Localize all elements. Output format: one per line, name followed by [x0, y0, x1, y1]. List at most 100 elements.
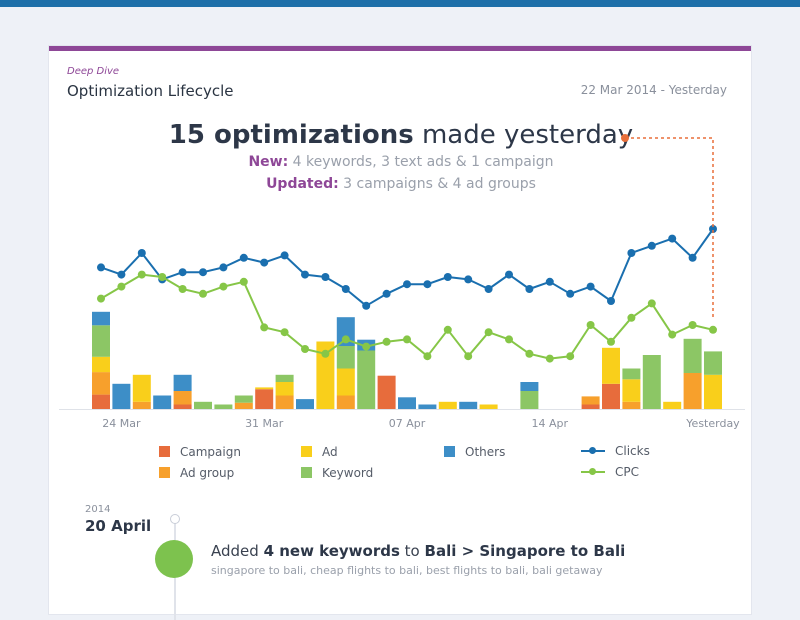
clicks-point [668, 234, 677, 243]
bar-ad-segment [438, 401, 457, 409]
x-tick-label: Yesterday [685, 417, 740, 430]
clicks-point [239, 253, 248, 262]
clicks-point [341, 285, 350, 293]
cpc-point [627, 313, 636, 322]
cpc-point [688, 321, 697, 329]
clicks-point [117, 270, 126, 279]
bar-others-segment [112, 383, 131, 409]
cpc-point [647, 299, 656, 308]
clicks-point [647, 241, 656, 250]
bar-ad-group-segment [622, 401, 641, 409]
clicks-point [137, 249, 146, 257]
cpc-point [484, 328, 493, 337]
clicks-point [688, 253, 697, 262]
event-keywords: singapore to bali, cheap flights to bali… [211, 564, 603, 577]
timeline-year: 2014 [85, 504, 111, 515]
legend-label-campaign: Campaign [180, 445, 241, 459]
cpc-point [505, 335, 513, 344]
legend-item-cpc[interactable]: CPC [581, 465, 639, 479]
bar-ad-group-segment [92, 372, 110, 395]
bar-ad-segment [336, 368, 355, 396]
clicks-point [484, 285, 493, 293]
clicks-point [423, 280, 432, 289]
bar-ad-group-segment [683, 373, 702, 409]
legend-label-clicks: Clicks [615, 444, 650, 458]
bar-ad-segment [479, 404, 498, 409]
timeline-start-dot-icon [170, 514, 180, 524]
summary-new: New: 4 keywords, 3 text ads & 1 campaign [49, 154, 753, 170]
bar-keyword-segment [234, 395, 253, 403]
bar-ad-segment [275, 382, 294, 396]
bar-ad-group-segment [173, 391, 192, 405]
card-title: Optimization Lifecycle [67, 82, 234, 100]
cpc-point [443, 325, 452, 334]
bar-ad-group-segment [336, 395, 355, 409]
bar-campaign-segment [377, 375, 396, 409]
summary-updated-label: Updated: [266, 176, 339, 192]
cpc-point [566, 352, 575, 361]
ad-swatch-icon [301, 446, 312, 457]
bar-keyword-segment [683, 338, 702, 373]
clicks-point [219, 263, 228, 272]
cpc-point [545, 354, 554, 363]
bar-ad-segment [602, 347, 620, 384]
legend-item-keyword[interactable]: Keyword [301, 466, 373, 480]
campaign-swatch-icon [159, 446, 170, 457]
legend-item-clicks[interactable]: Clicks [581, 444, 650, 458]
ad-group-swatch-icon [159, 467, 170, 478]
clicks-point [586, 282, 595, 291]
legend-item-ad-group[interactable]: Ad group [159, 466, 234, 480]
bar-ad-group-segment [234, 402, 253, 409]
legend-item-others[interactable]: Others [444, 445, 505, 459]
clicks-point [178, 268, 187, 277]
cpc-point [382, 337, 391, 346]
others-swatch-icon [444, 446, 455, 457]
legend-item-ad[interactable]: Ad [301, 445, 338, 459]
cpc-point [607, 337, 615, 346]
clicks-point [301, 270, 309, 279]
bar-keyword-segment [92, 325, 110, 357]
event-target-link[interactable]: Bali > Singapore to Bali [424, 542, 626, 560]
bar-keyword-segment [194, 401, 212, 409]
clicks-point [362, 301, 371, 310]
event-prefix: Added [211, 542, 264, 560]
optimization-chart: 24 Mar 31 Mar 07 Apr 14 Apr Yesterday [59, 134, 745, 430]
bar-ad-segment [663, 401, 682, 409]
bar-campaign-segment [92, 394, 110, 409]
summary-updated-text: 3 campaigns & 4 ad groups [338, 176, 536, 192]
bar-keyword-segment [336, 346, 355, 369]
clicks-point [97, 263, 105, 272]
legend-item-campaign[interactable]: Campaign [159, 445, 241, 459]
cpc-point [117, 282, 126, 291]
cpc-point [525, 349, 534, 358]
keyword-event-dot-icon[interactable] [155, 540, 193, 578]
clicks-point [505, 270, 513, 279]
x-tick-label: 24 Mar [102, 417, 141, 430]
date-range[interactable]: 22 Mar 2014 - Yesterday [580, 83, 727, 97]
eyebrow-label: Deep Dive [67, 66, 120, 77]
bar-ad-group-segment [132, 401, 151, 409]
cpc-point [280, 328, 289, 337]
cpc-point [219, 282, 228, 291]
clicks-point [443, 273, 452, 281]
legend-label-others: Others [465, 445, 506, 459]
cpc-point [423, 352, 432, 361]
bar-ad-segment [622, 379, 641, 402]
bar-ad-segment [255, 387, 274, 390]
bar-keyword-segment [520, 391, 539, 409]
cpc-point [321, 349, 330, 358]
cpc-point [709, 325, 717, 334]
summary-updated: Updated: 3 campaigns & 4 ad groups [49, 176, 753, 192]
bar-keyword-segment [642, 355, 661, 409]
clicks-point [607, 297, 615, 305]
bar-campaign-segment [255, 389, 274, 409]
clicks-point [280, 251, 289, 260]
timeline-date: 20 April [85, 517, 152, 535]
bar-others-segment [153, 395, 172, 409]
clicks-point [199, 268, 207, 277]
cpc-point [403, 335, 411, 344]
clicks-point [464, 275, 473, 284]
legend-label-ad: Ad [322, 445, 338, 459]
annotation-connector [625, 137, 714, 319]
summary-new-text: 4 keywords, 3 text ads & 1 campaign [288, 154, 554, 170]
